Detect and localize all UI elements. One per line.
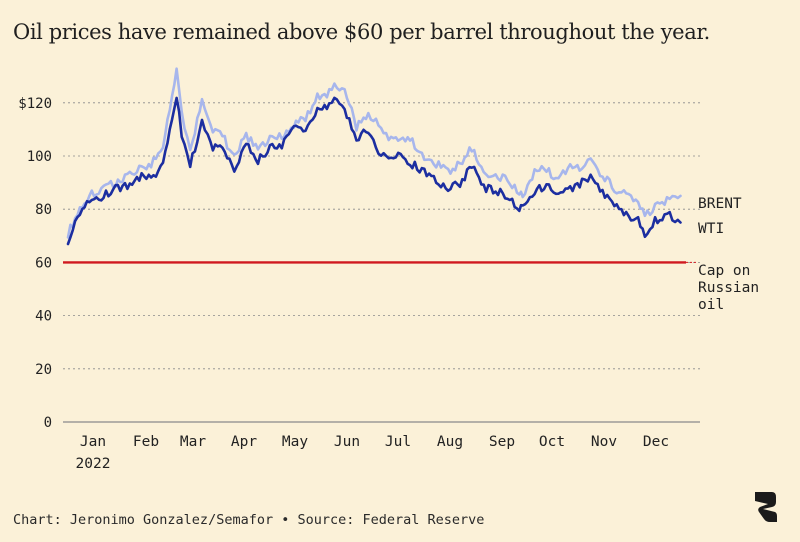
series-line-brent: [66, 67, 682, 239]
axis-labels: 0 20 40 60 80 100 $120 Jan Feb Mar Apr May Jun Jul Aug…: [18, 96, 669, 472]
x-tick-label: Nov: [591, 434, 617, 450]
y-tick-label: 80: [35, 202, 52, 218]
series-line-wti: [66, 96, 682, 246]
cap-label: Cap on: [698, 263, 750, 279]
series-lines: BRENT WTI: [66, 67, 742, 246]
x-tick-label: Aug: [437, 434, 463, 450]
x-tick-label: Sep: [489, 434, 515, 450]
series-label-wti: WTI: [698, 221, 724, 237]
x-year-label: 2022: [76, 456, 111, 472]
x-tick-label: Apr: [231, 434, 257, 450]
cap-label: Russian: [698, 280, 759, 296]
x-tick-label: May: [282, 434, 308, 450]
x-tick-label: Feb: [133, 434, 159, 450]
x-tick-label: Mar: [180, 434, 206, 450]
y-tick-label: 100: [27, 149, 52, 165]
x-tick-label: Jun: [334, 434, 360, 450]
x-tick-label: Jul: [385, 434, 411, 450]
y-tick-label: 40: [35, 309, 52, 325]
x-tick-label: Jan: [80, 434, 106, 450]
x-tick-label: Dec: [643, 434, 669, 450]
chart-source: Chart: Jeronimo Gonzalez/Semafor • Sourc…: [13, 512, 485, 528]
series-label-brent: BRENT: [698, 196, 742, 212]
y-tick-label: 20: [35, 362, 52, 378]
semafor-logo-icon: [755, 492, 777, 522]
y-tick-label: $120: [18, 96, 52, 112]
y-tick-label: 0: [44, 415, 52, 431]
chart-title: Oil prices have remained above $60 per b…: [13, 20, 710, 44]
x-tick-label: Oct: [539, 434, 565, 450]
y-tick-label: 60: [35, 255, 52, 271]
cap-label: oil: [698, 297, 724, 313]
